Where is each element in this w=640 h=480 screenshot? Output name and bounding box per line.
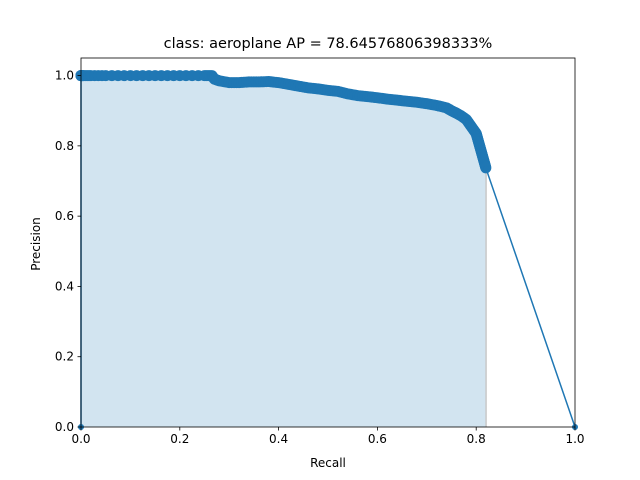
y-tick-label: 0.2 <box>55 350 74 364</box>
x-tick-label: 0.6 <box>368 432 387 446</box>
y-axis: 0.0 0.2 0.4 0.6 0.8 1.0 <box>55 69 81 434</box>
y-axis-label: Precision <box>29 217 43 271</box>
chart-title: class: aeroplane AP = 78.64576806398333% <box>164 36 493 52</box>
x-tick-label: 0.2 <box>170 432 189 446</box>
y-tick-label: 0.0 <box>55 420 74 434</box>
x-tick-label: 0.8 <box>467 432 486 446</box>
plot-area <box>75 70 578 430</box>
y-tick-label: 0.4 <box>55 279 74 293</box>
y-tick-label: 0.8 <box>55 139 74 153</box>
data-point-marker <box>483 165 490 172</box>
y-tick-label: 0.6 <box>55 209 74 223</box>
x-tick-label: 0.0 <box>71 432 90 446</box>
x-axis-label: Recall <box>310 456 346 470</box>
y-tick-label: 1.0 <box>55 69 74 83</box>
x-tick-label: 1.0 <box>565 432 584 446</box>
axes-frame <box>80 57 576 428</box>
x-tick-label: 0.4 <box>269 432 288 446</box>
precision-area-fill <box>81 75 487 428</box>
x-axis: 0.0 0.2 0.4 0.6 0.8 1.0 <box>71 427 585 446</box>
